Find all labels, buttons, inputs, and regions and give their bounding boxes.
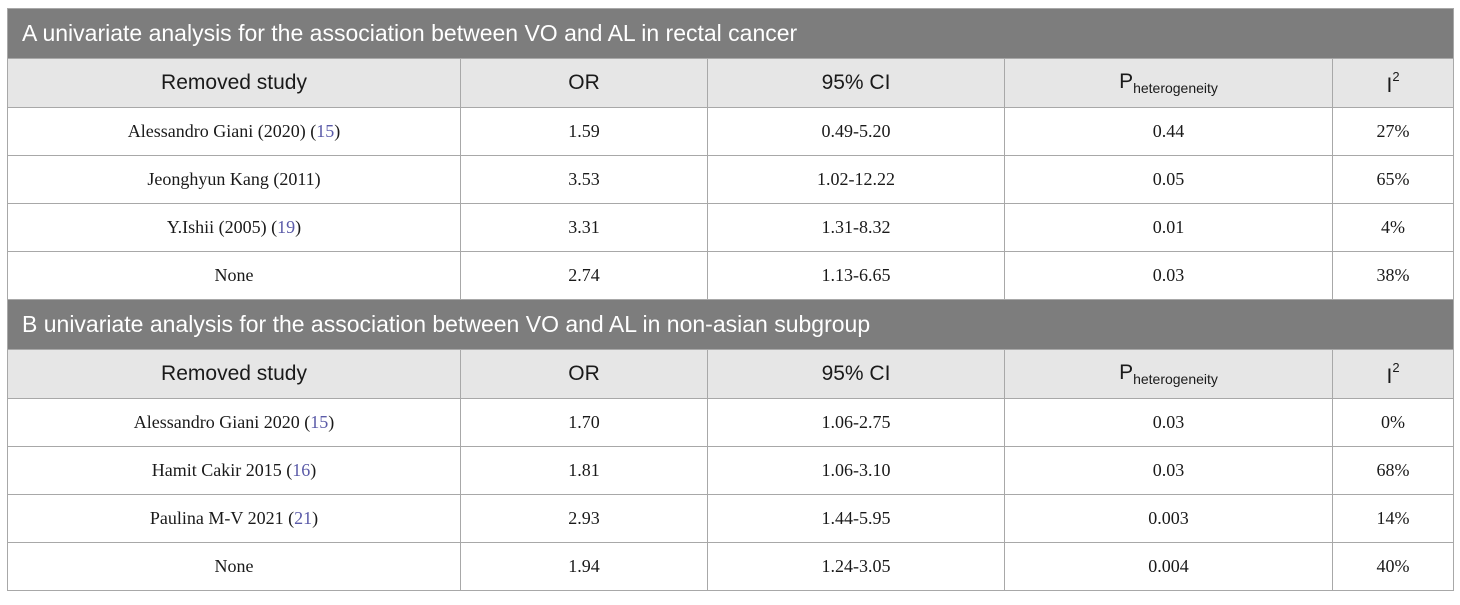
cell-ci: 1.06-3.10 <box>707 446 1005 495</box>
sensitivity-analysis-table: A univariate analysis for the associatio… <box>6 8 1455 591</box>
table-container: A univariate analysis for the associatio… <box>6 8 1455 591</box>
table-row: Paulina M-V 2021 (21) 2.93 1.44-5.95 0.0… <box>7 494 1455 543</box>
cell-or: 1.81 <box>460 446 708 495</box>
cell-or: 1.94 <box>460 542 708 591</box>
header-removed-study: Removed study <box>7 58 461 108</box>
cell-study: None <box>7 251 461 300</box>
header-or: OR <box>460 349 708 399</box>
section-b-title-row: B univariate analysis for the associatio… <box>6 299 1455 350</box>
cell-or: 2.74 <box>460 251 708 300</box>
table-row: None 2.74 1.13-6.65 0.03 38% <box>7 251 1455 300</box>
header-i-squared: I2 <box>1331 349 1455 399</box>
table-row: Hamit Cakir 2015 (16) 1.81 1.06-3.10 0.0… <box>7 446 1455 495</box>
cell-p: 0.004 <box>1004 542 1333 591</box>
header-i-squared: I2 <box>1331 58 1455 108</box>
cell-study: None <box>7 542 461 591</box>
header-p-main: P <box>1119 70 1134 93</box>
cell-i2: 0% <box>1331 398 1455 447</box>
study-name: Hamit Cakir 2015 <box>151 460 282 480</box>
cell-i2: 14% <box>1331 494 1455 543</box>
cell-i2: 38% <box>1331 251 1455 300</box>
cell-ci: 0.49-5.20 <box>707 107 1005 156</box>
header-p-heterogeneity: Pheterogeneity <box>1004 58 1333 108</box>
reference-link[interactable]: 16 <box>292 460 311 480</box>
cell-p: 0.03 <box>1004 446 1333 495</box>
cell-p: 0.03 <box>1004 251 1333 300</box>
cell-study: Alessandro Giani 2020 (15) <box>7 398 461 447</box>
cell-ci: 1.44-5.95 <box>707 494 1005 543</box>
header-p-main: P <box>1119 361 1134 384</box>
cell-study: Alessandro Giani (2020) (15) <box>7 107 461 156</box>
cell-ci: 1.06-2.75 <box>707 398 1005 447</box>
study-name: Paulina M-V 2021 <box>149 508 284 528</box>
cell-or: 3.53 <box>460 155 708 204</box>
section-b-title: B univariate analysis for the associatio… <box>6 299 1455 350</box>
header-i-main: I <box>1386 364 1393 388</box>
study-name: Alessandro Giani (2020) <box>127 121 306 141</box>
table-row: None 1.94 1.24-3.05 0.004 40% <box>7 542 1455 591</box>
cell-or: 2.93 <box>460 494 708 543</box>
cell-i2: 40% <box>1331 542 1455 591</box>
cell-i2: 4% <box>1331 203 1455 252</box>
cell-ci: 1.24-3.05 <box>707 542 1005 591</box>
cell-study: Paulina M-V 2021 (21) <box>7 494 461 543</box>
cell-study: Hamit Cakir 2015 (16) <box>7 446 461 495</box>
cell-i2: 65% <box>1331 155 1455 204</box>
cell-ci: 1.02-12.22 <box>707 155 1005 204</box>
cell-or: 1.59 <box>460 107 708 156</box>
section-a-title-row: A univariate analysis for the associatio… <box>6 8 1455 59</box>
header-p-subscript: heterogeneity <box>1133 371 1218 387</box>
study-name: Y.Ishii (2005) <box>166 217 267 237</box>
table-row: Alessandro Giani 2020 (15) 1.70 1.06-2.7… <box>7 398 1455 447</box>
header-p-subscript: heterogeneity <box>1133 80 1218 96</box>
section-a-header-row: Removed study OR 95% CI Pheterogeneity I… <box>7 58 1455 108</box>
table-row: Y.Ishii (2005) (19) 3.31 1.31-8.32 0.01 … <box>7 203 1455 252</box>
cell-ci: 1.31-8.32 <box>707 203 1005 252</box>
header-or: OR <box>460 58 708 108</box>
header-95-ci: 95% CI <box>707 58 1005 108</box>
study-name: Jeonghyun Kang (2011) <box>147 169 321 189</box>
section-b-header-row: Removed study OR 95% CI Pheterogeneity I… <box>7 349 1455 399</box>
reference-link[interactable]: 21 <box>294 508 313 528</box>
reference-link[interactable]: 19 <box>277 217 296 237</box>
study-name: None <box>214 556 254 576</box>
table-row: Jeonghyun Kang (2011) 3.53 1.02-12.22 0.… <box>7 155 1455 204</box>
reference-link[interactable]: 15 <box>316 121 335 141</box>
header-95-ci: 95% CI <box>707 349 1005 399</box>
section-a-title: A univariate analysis for the associatio… <box>6 8 1455 59</box>
header-i-main: I <box>1386 73 1393 97</box>
table-row: Alessandro Giani (2020) (15) 1.59 0.49-5… <box>7 107 1455 156</box>
cell-or: 3.31 <box>460 203 708 252</box>
header-i-superscript: 2 <box>1392 68 1400 84</box>
cell-i2: 68% <box>1331 446 1455 495</box>
cell-p: 0.44 <box>1004 107 1333 156</box>
cell-p: 0.03 <box>1004 398 1333 447</box>
study-name: Alessandro Giani 2020 <box>133 412 300 432</box>
reference-link[interactable]: 15 <box>310 412 329 432</box>
cell-study: Y.Ishii (2005) (19) <box>7 203 461 252</box>
header-i-superscript: 2 <box>1392 359 1400 375</box>
cell-p: 0.05 <box>1004 155 1333 204</box>
cell-ci: 1.13-6.65 <box>707 251 1005 300</box>
header-removed-study: Removed study <box>7 349 461 399</box>
cell-study: Jeonghyun Kang (2011) <box>7 155 461 204</box>
study-name: None <box>214 265 254 285</box>
header-p-heterogeneity: Pheterogeneity <box>1004 349 1333 399</box>
cell-or: 1.70 <box>460 398 708 447</box>
cell-p: 0.01 <box>1004 203 1333 252</box>
cell-p: 0.003 <box>1004 494 1333 543</box>
cell-i2: 27% <box>1331 107 1455 156</box>
